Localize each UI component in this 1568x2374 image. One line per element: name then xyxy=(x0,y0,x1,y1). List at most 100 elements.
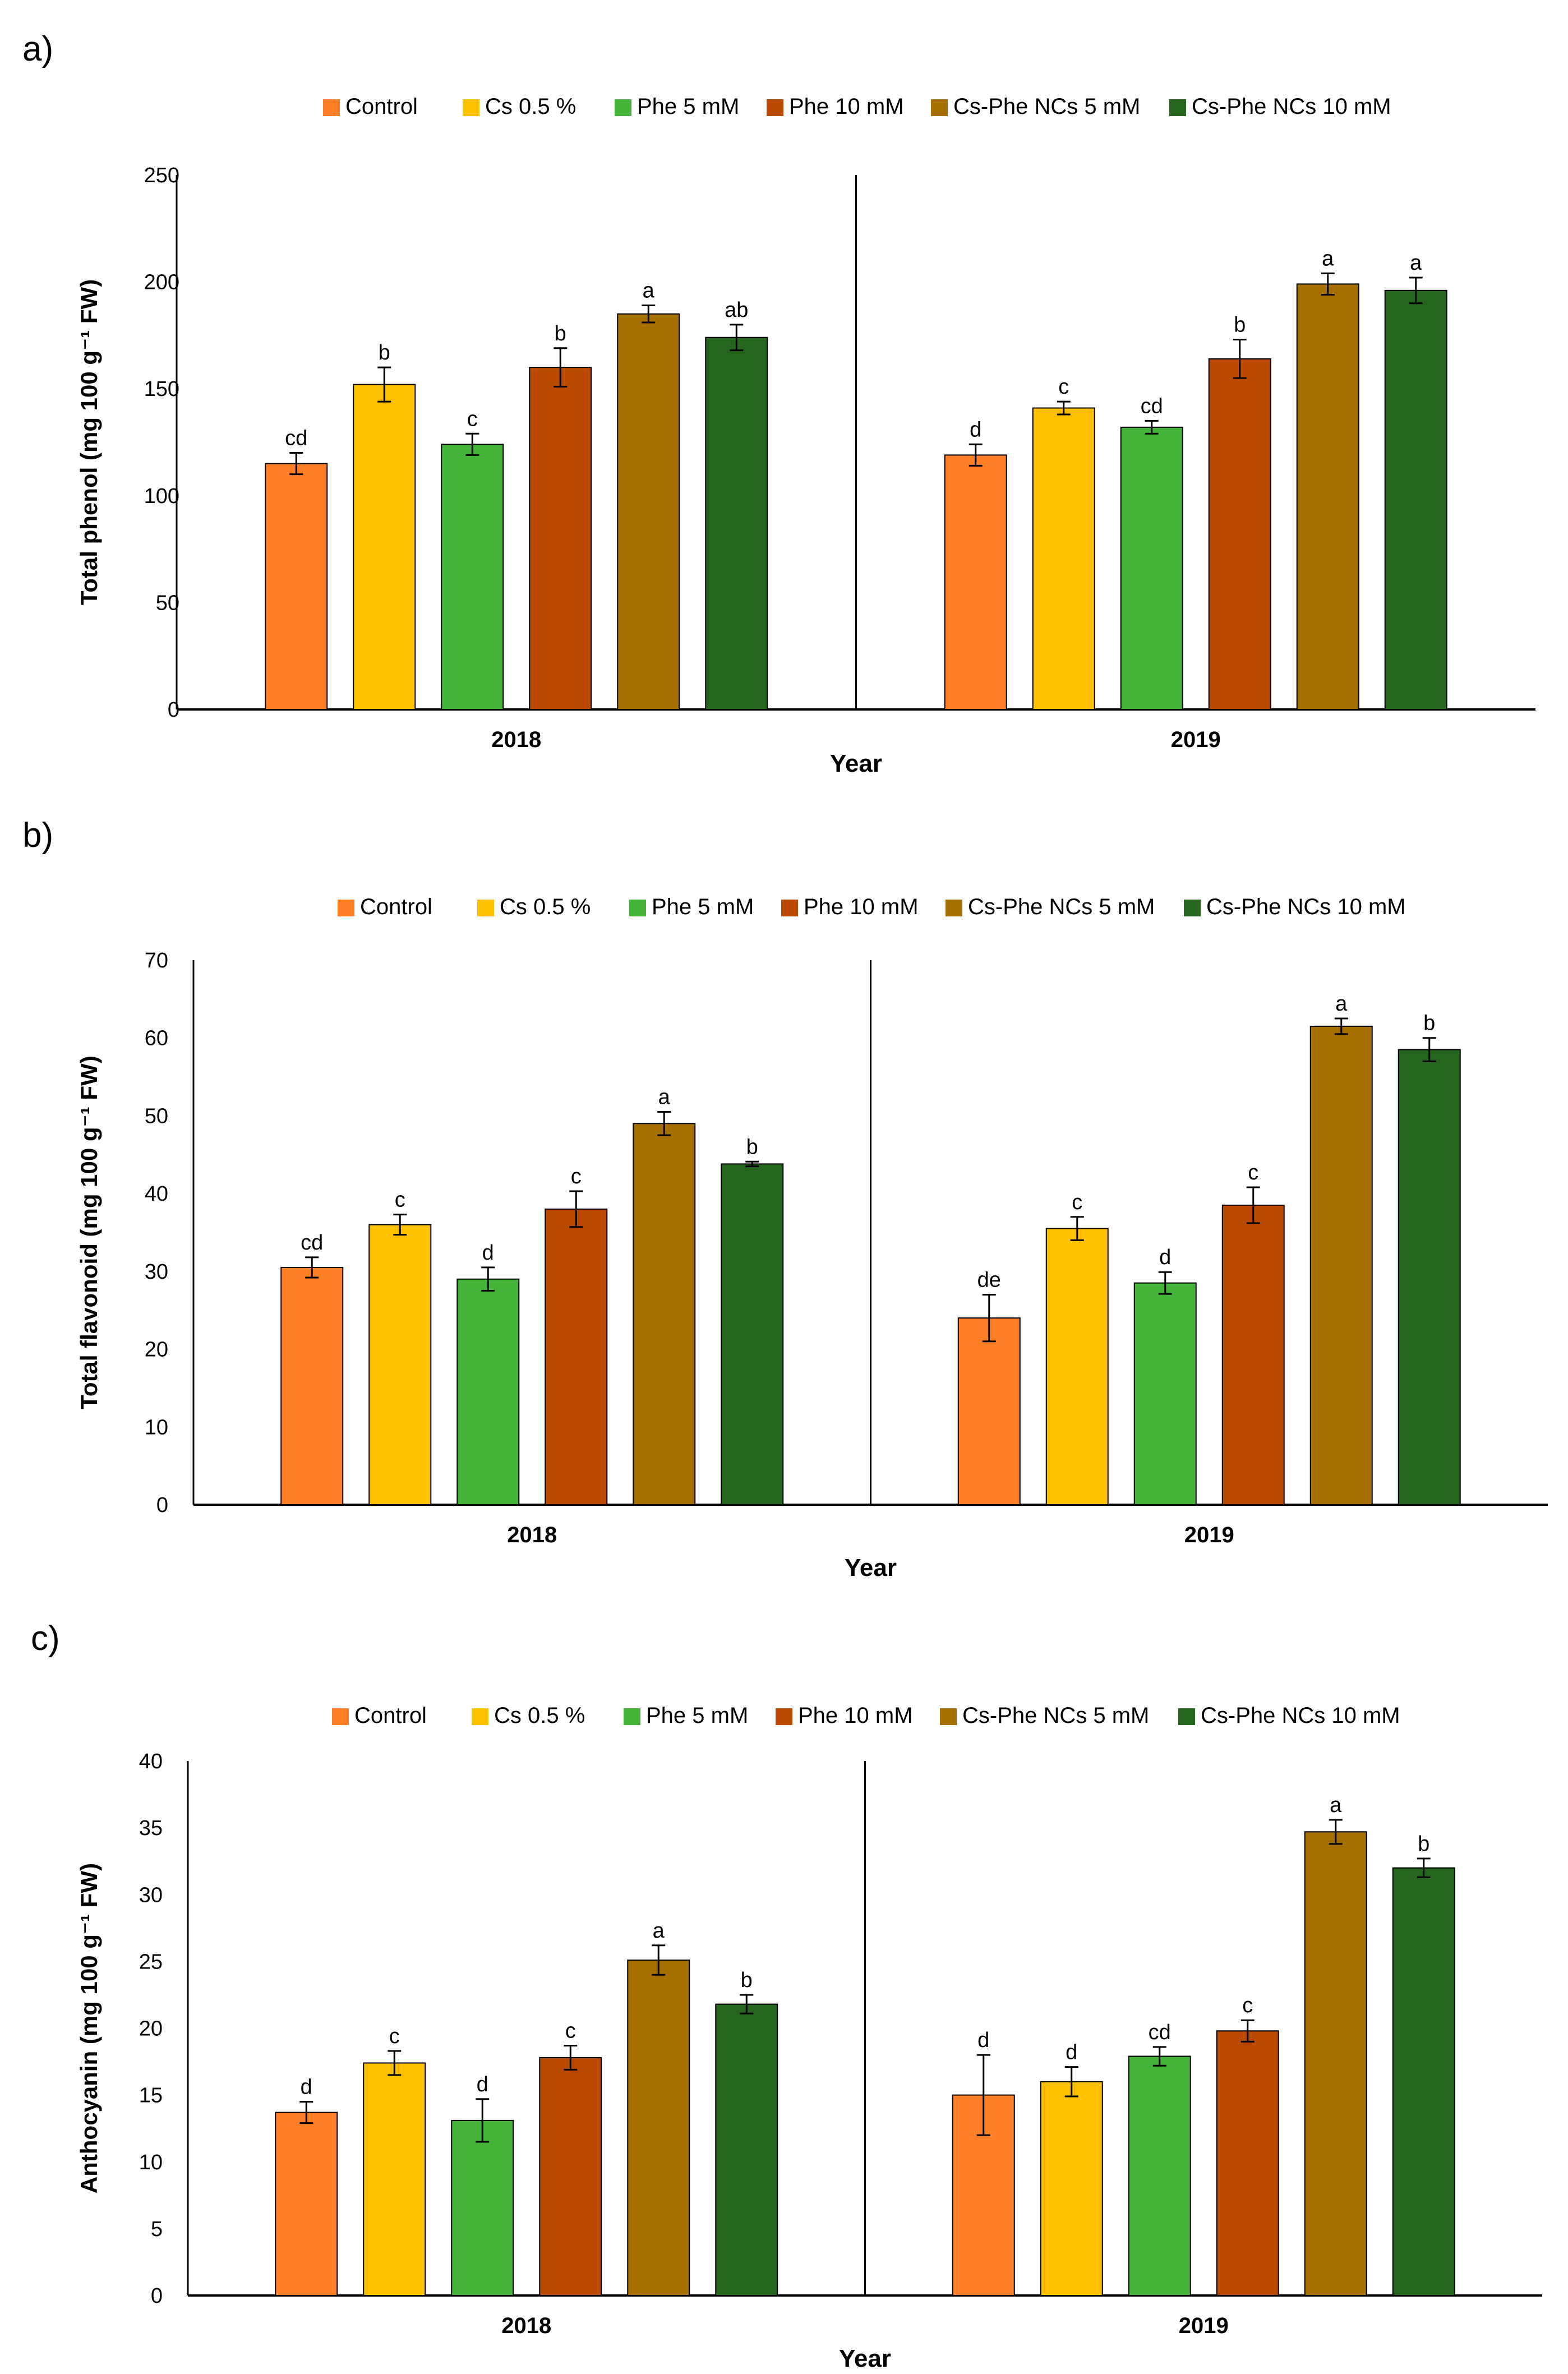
legend-label-control: Control xyxy=(360,895,432,919)
y-tick-label: 50 xyxy=(145,1104,168,1128)
significance-letter: de xyxy=(977,1268,1001,1292)
legend-label-cs-0-5: Cs 0.5 % xyxy=(500,895,591,919)
panel-label: b) xyxy=(22,816,53,855)
bar-cs-0-5-2019 xyxy=(1045,1228,1109,1505)
legend-label-phe-10-mm: Phe 10 mM xyxy=(798,1703,913,1728)
chart-panel-3: c) Control Cs 0.5 % Phe 5 mM Phe 10 mM Cs-Phe… xyxy=(31,1619,1542,2372)
legend-label-phe-5-mm: Phe 5 mM xyxy=(652,895,754,919)
y-tick-label: 20 xyxy=(139,2017,163,2041)
panel-label: a) xyxy=(22,30,53,68)
y-tick-label: 20 xyxy=(145,1338,168,1362)
significance-letter: cd xyxy=(285,427,307,450)
legend-swatch-phe-10-mm xyxy=(776,1708,792,1725)
y-tick-label: 10 xyxy=(145,1416,168,1439)
bar-cs-phe-ncs-10-mm-2018 xyxy=(721,1163,784,1505)
bar-cs-phe-ncs-10-mm-2018 xyxy=(705,336,768,710)
y-tick-label: 30 xyxy=(145,1260,168,1284)
legend-swatch-phe-5-mm xyxy=(629,900,646,916)
legend-swatch-cs-phe-ncs-5-mm xyxy=(931,99,948,116)
significance-letter: a xyxy=(1330,1794,1342,1817)
x-axis-title: Year xyxy=(830,750,882,777)
legend: Control Cs 0.5 % Phe 5 mM Phe 10 mM Cs-Phe N… xyxy=(332,1703,1400,1728)
significance-letter: c xyxy=(1248,1161,1258,1184)
significance-letter: d xyxy=(977,2029,989,2052)
legend-swatch-cs-phe-ncs-5-mm xyxy=(946,900,962,916)
legend-swatch-cs-0-5 xyxy=(477,900,494,916)
legend-swatch-cs-phe-ncs-10-mm xyxy=(1184,900,1201,916)
bar-cs-0-5-2019 xyxy=(1040,2081,1103,2297)
legend-label-cs-0-5: Cs 0.5 % xyxy=(494,1703,585,1728)
legend-label-phe-5-mm: Phe 5 mM xyxy=(646,1703,748,1728)
legend-swatch-phe-5-mm xyxy=(615,99,631,116)
legend-swatch-cs-phe-ncs-10-mm xyxy=(1169,99,1186,116)
y-tick-label: 25 xyxy=(139,1950,163,1974)
bar-phe-10-mm-2019 xyxy=(1221,1204,1285,1505)
bar-cs-phe-ncs-10-mm-2019 xyxy=(1384,289,1447,710)
legend: Control Cs 0.5 % Phe 5 mM Phe 10 mM Cs-Phe N… xyxy=(338,895,1406,919)
x-tick-label-2019: 2019 xyxy=(1171,727,1221,752)
significance-letter: ab xyxy=(725,298,748,322)
y-tick-label: 15 xyxy=(139,2084,163,2108)
x-axis-title: Year xyxy=(845,1554,897,1582)
y-tick-label: 10 xyxy=(139,2151,163,2174)
bar-cs-0-5-2018 xyxy=(363,2062,426,2297)
significance-letter: cd xyxy=(1149,2021,1171,2044)
bar-cs-0-5-2018 xyxy=(353,384,416,710)
x-tick-label-2018: 2018 xyxy=(501,2313,551,2338)
significance-letter: c xyxy=(1058,375,1069,399)
y-tick-label: 150 xyxy=(144,377,179,401)
legend-label-phe-10-mm: Phe 10 mM xyxy=(789,94,904,119)
legend-swatch-control xyxy=(338,900,354,916)
bar-phe-10-mm-2018 xyxy=(539,2057,602,2297)
significance-letter: d xyxy=(477,2073,488,2096)
bar-control-2018 xyxy=(265,463,328,710)
bar-phe-10-mm-2018 xyxy=(545,1208,608,1505)
y-tick-label: 100 xyxy=(144,485,179,508)
significance-letter: b xyxy=(555,322,566,345)
legend-label-control: Control xyxy=(354,1703,427,1728)
legend-swatch-phe-5-mm xyxy=(624,1708,640,1725)
significance-letter: d xyxy=(1066,2041,1077,2064)
y-tick-label: 40 xyxy=(145,1182,168,1206)
legend-swatch-phe-10-mm xyxy=(781,900,798,916)
significance-letter: a xyxy=(1410,251,1422,275)
x-tick-label-2019: 2019 xyxy=(1184,1523,1234,1547)
significance-letter: c xyxy=(389,2025,400,2048)
bar-cs-phe-ncs-5-mm-2018 xyxy=(627,1959,690,2296)
legend-label-cs-phe-ncs-10-mm: Cs-Phe NCs 10 mM xyxy=(1192,94,1391,119)
bar-cs-0-5-2018 xyxy=(368,1224,432,1506)
x-tick-label-2018: 2018 xyxy=(507,1523,557,1547)
bar-control-2019 xyxy=(944,454,1007,710)
significance-letter: d xyxy=(1159,1246,1171,1269)
legend-label-phe-5-mm: Phe 5 mM xyxy=(637,94,739,119)
significance-letter: b xyxy=(741,1969,753,1992)
y-tick-label: 0 xyxy=(151,2284,163,2308)
legend-label-phe-10-mm: Phe 10 mM xyxy=(804,895,919,919)
legend-label-control: Control xyxy=(345,94,418,119)
significance-letter: c xyxy=(571,1165,582,1188)
legend-swatch-cs-phe-ncs-10-mm xyxy=(1178,1708,1195,1725)
legend-swatch-cs-phe-ncs-5-mm xyxy=(940,1708,957,1725)
legend-label-cs-phe-ncs-5-mm: Cs-Phe NCs 5 mM xyxy=(953,94,1140,119)
y-tick-label: 200 xyxy=(144,271,179,294)
significance-letter: a xyxy=(643,279,655,303)
significance-letter: c xyxy=(1072,1191,1082,1214)
bar-cs-0-5-2019 xyxy=(1032,407,1095,710)
legend-swatch-control xyxy=(332,1708,349,1725)
y-axis-title: Total phenol (mg 100 g⁻¹ FW) xyxy=(76,279,102,605)
significance-letter: d xyxy=(301,2076,312,2099)
bar-phe-5-mm-2018 xyxy=(441,444,504,710)
bar-phe-10-mm-2019 xyxy=(1208,358,1271,710)
significance-letter: b xyxy=(746,1135,758,1159)
legend-swatch-phe-10-mm xyxy=(767,99,783,116)
legend-label-cs-phe-ncs-10-mm: Cs-Phe NCs 10 mM xyxy=(1201,1703,1400,1728)
chart-panel-1: a) Control Cs 0.5 % Phe 5 mM Phe 10 mM Cs-Phe… xyxy=(22,30,1535,777)
bar-phe-5-mm-2018 xyxy=(451,2119,514,2297)
significance-letter: c xyxy=(565,2019,576,2043)
bar-phe-5-mm-2018 xyxy=(456,1278,520,1505)
bar-phe-5-mm-2019 xyxy=(1128,2055,1191,2296)
significance-letter: a xyxy=(658,1085,671,1109)
bar-cs-phe-ncs-10-mm-2018 xyxy=(715,2003,778,2296)
bar-cs-phe-ncs-10-mm-2019 xyxy=(1392,1867,1455,2297)
